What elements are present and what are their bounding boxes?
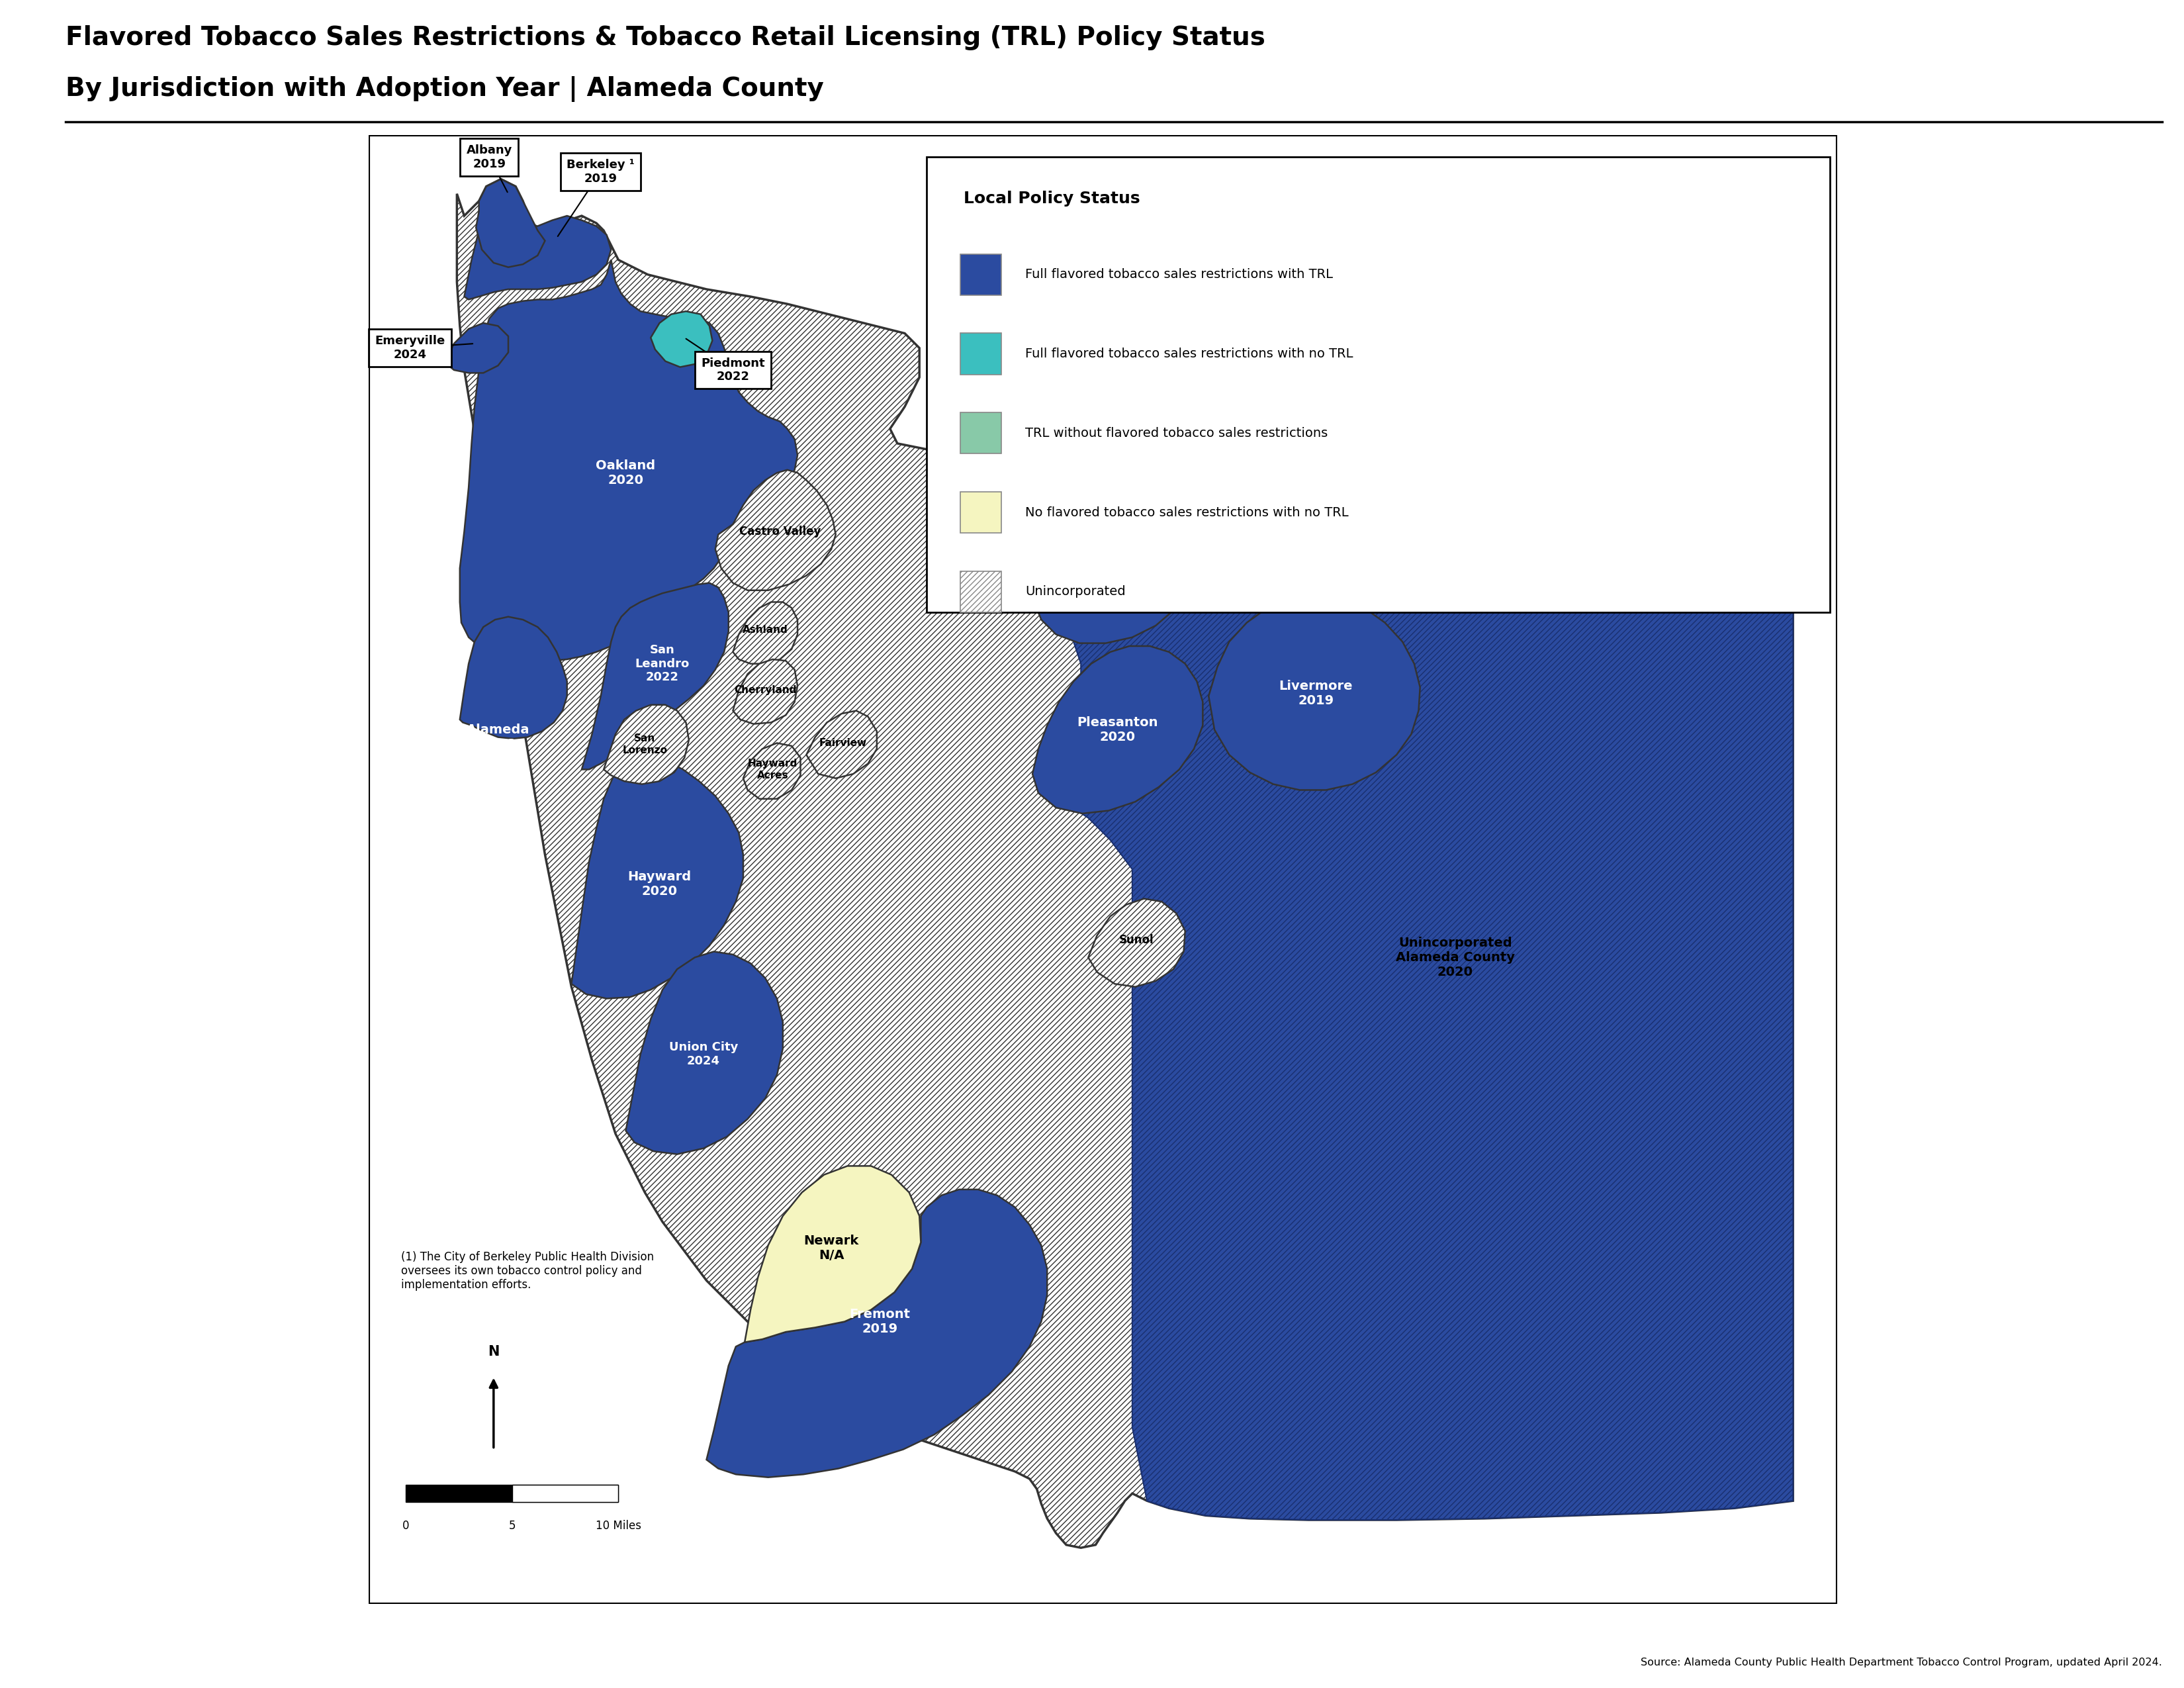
FancyBboxPatch shape <box>961 253 1002 295</box>
Text: TRL without flavored tobacco sales restrictions: TRL without flavored tobacco sales restr… <box>1024 427 1328 439</box>
Bar <box>406 1485 618 1502</box>
Polygon shape <box>461 260 797 660</box>
Polygon shape <box>627 952 782 1155</box>
Polygon shape <box>603 706 688 785</box>
Text: (1) The City of Berkeley Public Health Division
oversees its own tobacco control: (1) The City of Berkeley Public Health D… <box>402 1251 653 1291</box>
Polygon shape <box>745 1166 922 1342</box>
Text: Full flavored tobacco sales restrictions with no TRL: Full flavored tobacco sales restrictions… <box>1024 348 1354 360</box>
Text: N: N <box>487 1345 500 1359</box>
Polygon shape <box>572 758 743 999</box>
Polygon shape <box>446 322 509 373</box>
Polygon shape <box>651 311 712 366</box>
Text: Unincorporated: Unincorporated <box>1024 586 1125 598</box>
Polygon shape <box>1208 596 1420 790</box>
Polygon shape <box>581 582 729 770</box>
Polygon shape <box>935 385 1793 1519</box>
Text: Berkeley ¹
2019: Berkeley ¹ 2019 <box>568 159 636 184</box>
Text: No flavored tobacco sales restrictions with no TRL: No flavored tobacco sales restrictions w… <box>1024 506 1348 518</box>
Text: San
Leandro
2022: San Leandro 2022 <box>636 645 690 684</box>
Text: Newark
N/A: Newark N/A <box>804 1234 858 1261</box>
Text: Hayward
2020: Hayward 2020 <box>627 871 692 898</box>
Text: Pleasanton
2020: Pleasanton 2020 <box>1077 716 1158 743</box>
Polygon shape <box>476 179 546 267</box>
Text: Alameda
2018: Alameda 2018 <box>467 724 529 751</box>
Text: By Jurisdiction with Adoption Year | Alameda County: By Jurisdiction with Adoption Year | Ala… <box>66 76 823 101</box>
Polygon shape <box>456 179 1793 1548</box>
Text: Emeryville
2024: Emeryville 2024 <box>376 336 446 361</box>
Text: Full flavored tobacco sales restrictions with TRL: Full flavored tobacco sales restrictions… <box>1024 268 1332 280</box>
Text: Sunol: Sunol <box>1118 933 1153 945</box>
Polygon shape <box>705 1190 1046 1477</box>
Polygon shape <box>1033 647 1203 814</box>
Polygon shape <box>1033 484 1199 643</box>
Text: 0: 0 <box>402 1519 408 1531</box>
Text: San
Lorenzo: San Lorenzo <box>622 734 668 755</box>
Text: Piedmont
2022: Piedmont 2022 <box>701 358 764 383</box>
Polygon shape <box>734 603 797 663</box>
Polygon shape <box>734 660 797 724</box>
Text: 5: 5 <box>509 1519 515 1531</box>
FancyBboxPatch shape <box>961 491 1002 533</box>
Text: Oakland
2020: Oakland 2020 <box>596 459 655 486</box>
FancyBboxPatch shape <box>961 412 1002 454</box>
FancyBboxPatch shape <box>961 571 1002 613</box>
Text: Union City
2024: Union City 2024 <box>668 1041 738 1067</box>
Text: Hayward
Acres: Hayward Acres <box>747 758 797 780</box>
Text: 10 Miles: 10 Miles <box>596 1519 642 1531</box>
Polygon shape <box>743 743 802 798</box>
Text: Unincorporated
Alameda County
2020: Unincorporated Alameda County 2020 <box>1396 937 1516 979</box>
Text: Albany
2019: Albany 2019 <box>465 143 513 170</box>
FancyBboxPatch shape <box>961 333 1002 375</box>
Text: Local Policy Status: Local Policy Status <box>963 191 1140 206</box>
Polygon shape <box>461 616 568 739</box>
Text: Source: Alameda County Public Health Department Tobacco Control Program, updated: Source: Alameda County Public Health Dep… <box>1640 1658 2162 1668</box>
Text: Flavored Tobacco Sales Restrictions & Tobacco Retail Licensing (TRL) Policy Stat: Flavored Tobacco Sales Restrictions & To… <box>66 25 1265 51</box>
Text: Fairview: Fairview <box>819 738 867 748</box>
Text: Castro Valley: Castro Valley <box>738 525 821 537</box>
Bar <box>511 1485 618 1502</box>
Polygon shape <box>465 216 612 299</box>
Polygon shape <box>1088 898 1186 987</box>
Text: Fremont
2019: Fremont 2019 <box>850 1308 911 1335</box>
FancyBboxPatch shape <box>926 157 1830 613</box>
Text: Dublin
2020: Dublin 2020 <box>1094 550 1140 577</box>
Text: Ashland: Ashland <box>743 625 788 635</box>
Text: Livermore
2019: Livermore 2019 <box>1280 680 1352 707</box>
Text: Cherryland: Cherryland <box>734 685 797 695</box>
Polygon shape <box>806 711 876 778</box>
Polygon shape <box>716 469 836 591</box>
